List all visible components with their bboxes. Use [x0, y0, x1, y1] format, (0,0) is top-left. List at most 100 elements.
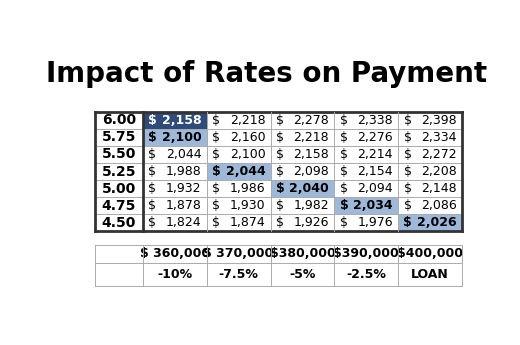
- Text: 1,976: 1,976: [357, 216, 393, 229]
- Text: -5%: -5%: [289, 268, 316, 281]
- Text: -10%: -10%: [157, 268, 192, 281]
- Text: 5.00: 5.00: [102, 182, 136, 196]
- Bar: [398, 112, 462, 129]
- Bar: [270, 146, 334, 163]
- Text: $: $: [276, 131, 284, 144]
- Bar: [270, 180, 334, 197]
- Bar: [95, 197, 143, 214]
- Text: 2,148: 2,148: [421, 182, 457, 195]
- Text: $ 360,000: $ 360,000: [140, 247, 210, 260]
- Text: 1,986: 1,986: [230, 182, 265, 195]
- Bar: [334, 163, 398, 180]
- Bar: [95, 146, 143, 163]
- Bar: [207, 197, 270, 214]
- Text: $: $: [212, 114, 220, 127]
- Text: $390,000: $390,000: [333, 247, 399, 260]
- Bar: [207, 163, 270, 180]
- Text: $: $: [404, 216, 412, 229]
- Text: $: $: [276, 148, 284, 161]
- Text: $: $: [149, 182, 157, 195]
- Bar: [143, 129, 207, 146]
- Bar: [270, 197, 334, 214]
- Text: 2,218: 2,218: [230, 114, 265, 127]
- Text: 2,158: 2,158: [162, 114, 202, 127]
- Bar: [143, 214, 207, 231]
- Text: 1,878: 1,878: [166, 199, 202, 212]
- Text: 2,026: 2,026: [417, 216, 457, 229]
- Text: 2,278: 2,278: [293, 114, 329, 127]
- Bar: [270, 129, 334, 146]
- Bar: [143, 197, 207, 214]
- Text: $: $: [340, 216, 348, 229]
- Text: 1,982: 1,982: [294, 199, 329, 212]
- Text: 1,926: 1,926: [294, 216, 329, 229]
- Text: 2,094: 2,094: [357, 182, 393, 195]
- Text: 4.50: 4.50: [102, 216, 136, 230]
- Text: $: $: [404, 131, 412, 144]
- Bar: [143, 180, 207, 197]
- Bar: [398, 197, 462, 214]
- Text: $: $: [149, 216, 157, 229]
- Text: 2,272: 2,272: [421, 148, 457, 161]
- Bar: [334, 197, 398, 214]
- Text: $: $: [212, 216, 220, 229]
- Text: $: $: [212, 199, 220, 212]
- Text: 2,044: 2,044: [166, 148, 202, 161]
- Text: $: $: [212, 131, 220, 144]
- Text: Impact of Rates on Payment: Impact of Rates on Payment: [46, 60, 487, 88]
- Text: 6.00: 6.00: [102, 114, 136, 127]
- Bar: [143, 112, 207, 129]
- Bar: [398, 146, 462, 163]
- Text: $: $: [340, 165, 348, 178]
- Bar: [143, 146, 207, 163]
- Text: $: $: [212, 182, 220, 195]
- Bar: [207, 214, 270, 231]
- Text: $: $: [340, 182, 348, 195]
- Text: 2,154: 2,154: [357, 165, 393, 178]
- Bar: [95, 163, 143, 180]
- Text: 2,334: 2,334: [421, 131, 457, 144]
- Text: 5.75: 5.75: [102, 130, 136, 145]
- Bar: [398, 214, 462, 231]
- Bar: [95, 112, 143, 129]
- Text: $: $: [149, 165, 157, 178]
- Bar: [143, 163, 207, 180]
- Text: 2,044: 2,044: [226, 165, 265, 178]
- Bar: [270, 163, 334, 180]
- Bar: [270, 214, 334, 231]
- Bar: [95, 180, 143, 197]
- Text: 2,218: 2,218: [294, 131, 329, 144]
- Text: $ 370,000: $ 370,000: [203, 247, 274, 260]
- Text: $: $: [149, 199, 157, 212]
- Bar: [334, 180, 398, 197]
- Text: 1,930: 1,930: [230, 199, 265, 212]
- Text: 2,214: 2,214: [358, 148, 393, 161]
- Text: 1,824: 1,824: [166, 216, 202, 229]
- Bar: [207, 180, 270, 197]
- Text: 2,398: 2,398: [421, 114, 457, 127]
- Bar: [207, 112, 270, 129]
- Text: 2,040: 2,040: [290, 182, 329, 195]
- Text: 2,086: 2,086: [421, 199, 457, 212]
- Text: 1,874: 1,874: [230, 216, 265, 229]
- Bar: [334, 129, 398, 146]
- Text: 2,034: 2,034: [354, 199, 393, 212]
- Text: 1,932: 1,932: [166, 182, 202, 195]
- Text: 2,098: 2,098: [293, 165, 329, 178]
- Text: 2,276: 2,276: [357, 131, 393, 144]
- Text: $380,000: $380,000: [269, 247, 335, 260]
- Text: $: $: [276, 182, 284, 195]
- Text: $: $: [149, 148, 157, 161]
- Text: $: $: [340, 148, 348, 161]
- Bar: [398, 180, 462, 197]
- Text: $: $: [276, 216, 284, 229]
- Text: 4.75: 4.75: [102, 199, 136, 213]
- Text: $: $: [404, 182, 412, 195]
- Text: $400,000: $400,000: [397, 247, 463, 260]
- Text: $: $: [340, 199, 348, 212]
- Text: LOAN: LOAN: [411, 268, 449, 281]
- Text: 1,988: 1,988: [166, 165, 202, 178]
- Text: 2,208: 2,208: [421, 165, 457, 178]
- Bar: [334, 214, 398, 231]
- Bar: [398, 163, 462, 180]
